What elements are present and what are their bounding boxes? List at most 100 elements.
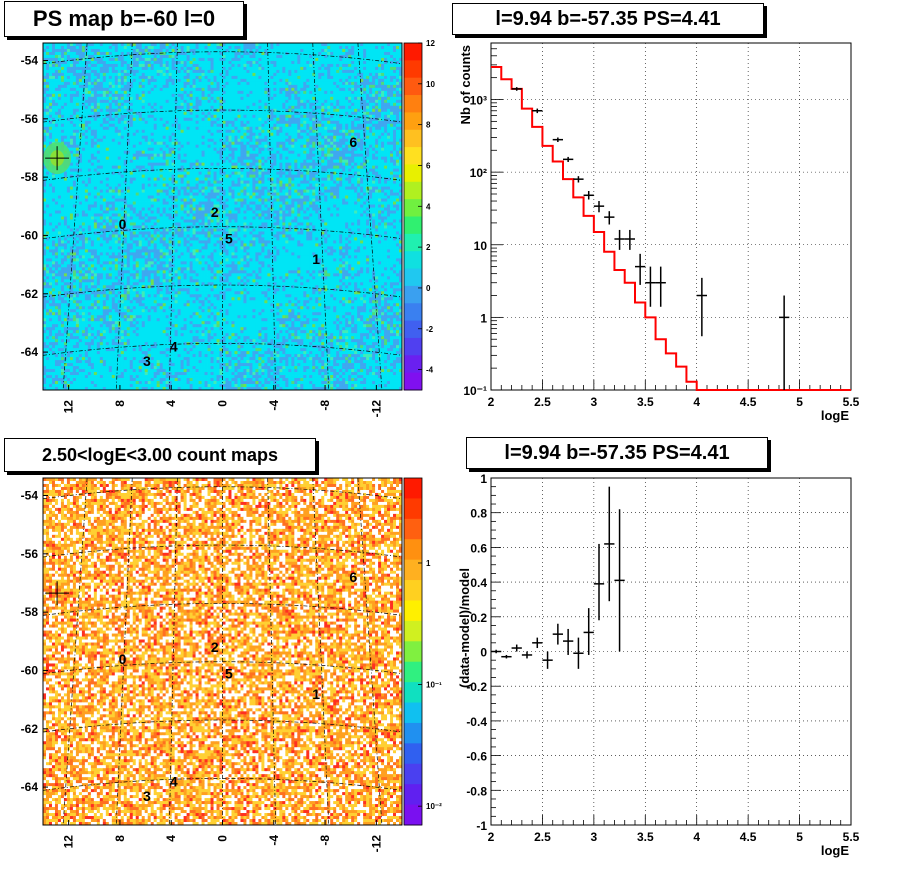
x-tick-label: 12 bbox=[62, 835, 76, 849]
x-tick-label: 2.5 bbox=[534, 395, 551, 409]
data-point bbox=[552, 137, 563, 142]
colorbar-tick-label: -4 bbox=[426, 366, 434, 375]
y-tick-label: 10² bbox=[470, 166, 487, 180]
colorbar-segment bbox=[404, 539, 422, 561]
y-tick-label: -54 bbox=[21, 488, 39, 502]
source-label-5: 5 bbox=[225, 230, 233, 246]
residual-point bbox=[501, 654, 512, 659]
heatmap-cells bbox=[43, 43, 402, 390]
y-tick-label: -1 bbox=[476, 819, 487, 833]
source-label-0: 0 bbox=[119, 651, 127, 667]
x-axis-label: logE bbox=[821, 843, 849, 858]
y-tick-label: 1 bbox=[480, 311, 487, 325]
y-tick-label: 0.8 bbox=[470, 507, 487, 521]
colorbar-tick-label: 10⁻² bbox=[426, 802, 442, 811]
data-point bbox=[583, 190, 594, 200]
residual-point bbox=[521, 651, 533, 659]
source-label-1: 1 bbox=[312, 686, 320, 702]
colorbar-segment bbox=[404, 60, 422, 79]
y-tick-label: 10³ bbox=[470, 94, 487, 108]
y-tick-label: 0 bbox=[480, 646, 487, 660]
grid bbox=[491, 478, 851, 825]
x-tick-label: 3.5 bbox=[637, 830, 654, 844]
source-label-4: 4 bbox=[170, 773, 178, 789]
colorbar-segment bbox=[404, 498, 422, 520]
x-tick-label: 5 bbox=[796, 395, 803, 409]
y-tick-label: 10⁻¹ bbox=[463, 384, 487, 398]
plot-frame bbox=[490, 42, 852, 391]
meridian-line bbox=[169, 43, 178, 390]
meridian-line bbox=[169, 478, 178, 825]
parallel-line bbox=[43, 284, 402, 298]
parallel-line bbox=[43, 719, 402, 733]
source-label-6: 6 bbox=[349, 134, 357, 150]
colorbar-segment bbox=[404, 702, 422, 724]
x-tick-label: -8 bbox=[318, 835, 332, 846]
colorbar-segment bbox=[404, 268, 422, 287]
colorbar-segment bbox=[404, 216, 422, 235]
meridian-line bbox=[357, 43, 383, 390]
data-point bbox=[645, 266, 656, 307]
parallel-line bbox=[43, 603, 402, 616]
colorbar-segment bbox=[404, 164, 422, 183]
data-point bbox=[614, 229, 625, 250]
data-point bbox=[593, 201, 605, 213]
x-tick-label: 2 bbox=[488, 395, 495, 409]
residual-point bbox=[583, 608, 594, 655]
x-tick-label: -12 bbox=[369, 400, 383, 418]
residual-point bbox=[573, 637, 584, 669]
colorbar-frame bbox=[403, 477, 423, 826]
x-tick-label: 4 bbox=[693, 830, 700, 844]
y-axis-label: Nb of counts bbox=[458, 45, 473, 124]
x-tick-label: 3 bbox=[591, 830, 598, 844]
meridian-line bbox=[62, 43, 88, 390]
colorbar-segment bbox=[404, 580, 422, 601]
x-tick-label: 3 bbox=[591, 395, 598, 409]
parallel-line bbox=[43, 486, 402, 500]
colorbar-segment bbox=[404, 804, 422, 826]
colorbar-tick-label: 4 bbox=[426, 202, 431, 211]
y-tick-label: 10 bbox=[474, 239, 488, 253]
x-tick-label: 4 bbox=[693, 395, 700, 409]
colorbar-tick-label: 1 bbox=[426, 559, 431, 568]
colorbar-tick-label: 12 bbox=[426, 39, 435, 48]
residual-point bbox=[532, 637, 543, 649]
colorbar-segment bbox=[404, 181, 422, 200]
colorbar-segment bbox=[404, 43, 422, 61]
source-label-3: 3 bbox=[143, 788, 151, 804]
ps-map-title: PS map b=-60 l=0 bbox=[4, 1, 244, 37]
colorbar-segment bbox=[404, 620, 422, 642]
residual-title: l=9.94 b=-57.35 PS=4.41 bbox=[466, 437, 768, 469]
y-axis-label: (data-model)/model bbox=[457, 568, 472, 688]
colorbar-segment bbox=[404, 784, 422, 806]
parallel-line bbox=[43, 109, 402, 123]
source-label-1: 1 bbox=[312, 251, 320, 267]
y-tick-label: -60 bbox=[21, 228, 39, 242]
colorbar-tick-label: 8 bbox=[426, 121, 431, 130]
meridian-line bbox=[267, 478, 276, 825]
x-tick-label: 2.5 bbox=[534, 830, 551, 844]
y-tick-label: -62 bbox=[21, 287, 39, 301]
colorbar-segment bbox=[404, 199, 422, 217]
y-tick-label: -0.6 bbox=[466, 750, 487, 764]
data-point bbox=[779, 295, 790, 390]
colorbar-segment bbox=[404, 763, 422, 785]
parallel-line bbox=[43, 168, 402, 181]
residual-point bbox=[552, 623, 563, 645]
graticule bbox=[43, 43, 402, 390]
x-tick-label: 4 bbox=[164, 835, 178, 842]
y-tick-label: -64 bbox=[21, 780, 39, 794]
data-point bbox=[655, 266, 666, 307]
colorbar-segment bbox=[404, 600, 422, 622]
colorbar-segment bbox=[404, 337, 422, 356]
y-tick-label: -60 bbox=[21, 663, 39, 677]
heatmap-cells bbox=[43, 478, 402, 825]
y-tick-label: -0.8 bbox=[466, 784, 487, 798]
grid bbox=[491, 43, 851, 390]
data-point bbox=[511, 87, 522, 91]
source-label-2: 2 bbox=[211, 639, 219, 655]
x-tick-label: 12 bbox=[62, 400, 76, 414]
